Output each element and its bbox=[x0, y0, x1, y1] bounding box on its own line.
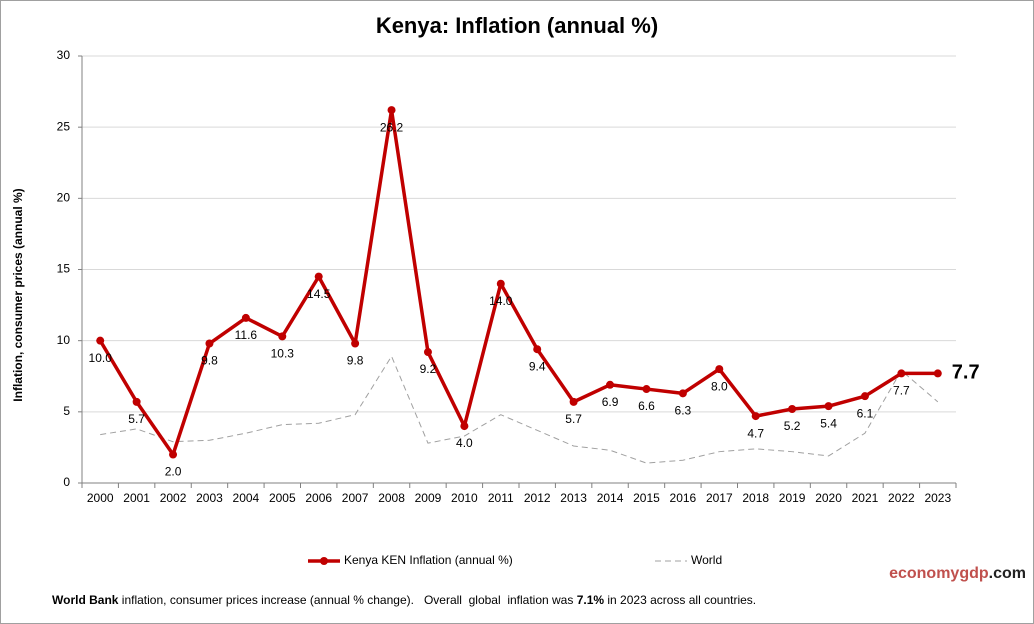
value-label: 26.2 bbox=[380, 120, 404, 134]
y-tick-label: 10 bbox=[57, 333, 71, 347]
last-value-label: 7.7 bbox=[952, 362, 980, 384]
value-label: 14.0 bbox=[489, 294, 513, 308]
point bbox=[860, 392, 869, 401]
x-tick-label: 2011 bbox=[488, 491, 514, 505]
point bbox=[569, 397, 578, 406]
value-label: 5.2 bbox=[784, 419, 801, 433]
value-label: 5.7 bbox=[128, 412, 145, 426]
value-label: 6.1 bbox=[857, 406, 874, 420]
x-tick-label: 2019 bbox=[779, 491, 806, 505]
point bbox=[933, 369, 942, 378]
point bbox=[241, 313, 250, 322]
brand-part: economy bbox=[889, 565, 959, 582]
point bbox=[169, 450, 178, 459]
value-label: 4.0 bbox=[456, 436, 473, 450]
point bbox=[788, 404, 797, 413]
footnote-part: inflation, consumer prices increase (ann… bbox=[118, 593, 576, 607]
x-tick-label: 2016 bbox=[670, 491, 697, 505]
legend-marker bbox=[320, 557, 328, 565]
footnote-part: World Bank bbox=[52, 593, 119, 607]
legend-label: Kenya KEN Inflation (annual %) bbox=[344, 553, 513, 567]
footnote: World Bank inflation, consumer prices in… bbox=[52, 593, 756, 607]
value-label: 6.6 bbox=[638, 399, 655, 413]
x-tick-label: 2000 bbox=[87, 491, 114, 505]
value-label: 9.8 bbox=[347, 354, 364, 368]
point bbox=[824, 402, 833, 411]
value-label: 2.0 bbox=[165, 465, 182, 479]
x-tick-label: 2002 bbox=[160, 491, 187, 505]
x-tick-label: 2005 bbox=[269, 491, 296, 505]
footnote-part: 7.1% bbox=[577, 593, 605, 607]
x-tick-label: 2021 bbox=[852, 491, 879, 505]
value-label: 5.7 bbox=[565, 412, 582, 426]
x-tick-label: 2006 bbox=[305, 491, 332, 505]
value-label: 9.2 bbox=[420, 362, 437, 376]
y-tick-label: 30 bbox=[57, 48, 71, 62]
value-label: 6.3 bbox=[675, 404, 692, 418]
brand-part: .com bbox=[989, 565, 1026, 582]
value-label: 6.9 bbox=[602, 395, 619, 409]
chart-title: Kenya: Inflation (annual %) bbox=[376, 13, 658, 38]
x-tick-label: 2023 bbox=[924, 491, 951, 505]
point bbox=[606, 380, 615, 389]
point bbox=[423, 348, 432, 357]
value-label: 9.8 bbox=[201, 354, 218, 368]
point bbox=[897, 369, 906, 378]
point bbox=[642, 385, 651, 394]
x-tick-label: 2009 bbox=[415, 491, 442, 505]
point bbox=[715, 365, 724, 374]
point bbox=[278, 332, 287, 341]
x-tick-label: 2007 bbox=[342, 491, 369, 505]
value-label: 10.0 bbox=[89, 351, 113, 365]
series-line bbox=[100, 355, 939, 464]
series-line bbox=[98, 108, 938, 457]
value-label: 10.3 bbox=[271, 347, 295, 361]
legend-label: World bbox=[691, 553, 722, 567]
point bbox=[314, 272, 323, 281]
x-tick-label: 2017 bbox=[706, 491, 733, 505]
point bbox=[678, 389, 687, 398]
y-axis-label: Inflation, consumer prices (annual %) bbox=[11, 188, 25, 401]
x-tick-label: 2022 bbox=[888, 491, 915, 505]
x-tick-label: 2018 bbox=[742, 491, 769, 505]
brand: economygdp.com bbox=[889, 565, 1026, 582]
point bbox=[496, 279, 505, 288]
x-tick-label: 2013 bbox=[560, 491, 587, 505]
y-tick-label: 5 bbox=[63, 404, 70, 418]
point bbox=[387, 106, 396, 115]
y-tick-label: 20 bbox=[57, 191, 71, 205]
brand-part: gdp bbox=[959, 565, 989, 582]
x-tick-label: 2012 bbox=[524, 491, 551, 505]
value-label: 11.6 bbox=[235, 328, 258, 342]
point bbox=[533, 345, 542, 354]
value-label: 14.5 bbox=[307, 287, 331, 301]
value-label: 5.4 bbox=[820, 416, 837, 430]
y-tick-label: 0 bbox=[63, 475, 70, 489]
value-label: 4.7 bbox=[747, 426, 764, 440]
value-label: 9.4 bbox=[529, 359, 546, 373]
x-tick-label: 2020 bbox=[815, 491, 842, 505]
y-tick-label: 25 bbox=[57, 119, 71, 133]
x-tick-label: 2003 bbox=[196, 491, 223, 505]
point bbox=[205, 339, 214, 348]
x-tick-label: 2015 bbox=[633, 491, 660, 505]
x-tick-label: 2014 bbox=[597, 491, 624, 505]
point bbox=[96, 336, 105, 345]
point bbox=[132, 397, 141, 406]
x-tick-label: 2008 bbox=[378, 491, 405, 505]
value-label: 8.0 bbox=[711, 379, 728, 393]
x-tick-label: 2001 bbox=[123, 491, 150, 505]
value-label: 7.7 bbox=[893, 384, 910, 398]
x-tick-label: 2010 bbox=[451, 491, 478, 505]
point bbox=[351, 339, 360, 348]
point bbox=[751, 412, 760, 421]
y-tick-label: 15 bbox=[57, 262, 71, 276]
x-tick-label: 2004 bbox=[233, 491, 260, 505]
point bbox=[460, 422, 469, 431]
footnote-part: in 2023 across all countries. bbox=[604, 593, 756, 607]
